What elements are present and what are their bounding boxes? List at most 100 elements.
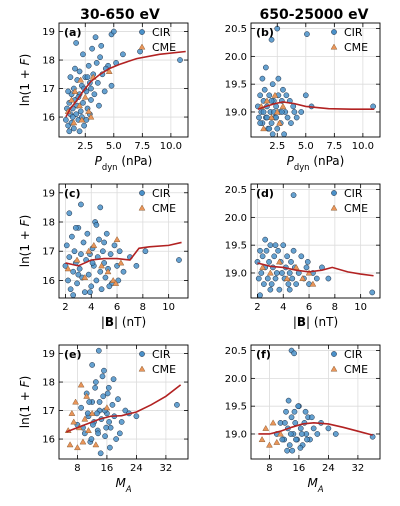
cir-point xyxy=(264,275,271,282)
cir-point xyxy=(255,275,262,282)
y-tick-label: 20.0 xyxy=(225,374,247,385)
x-axis-label: Pdyn (nPa) xyxy=(287,154,345,172)
cme-point xyxy=(283,275,291,281)
cir-point xyxy=(94,410,100,417)
cme-point xyxy=(85,107,93,114)
cir-point xyxy=(302,408,309,415)
x-tick-label: 2 xyxy=(62,302,68,313)
cir-point xyxy=(289,447,296,454)
x-tick-label: 2.5 xyxy=(269,141,285,152)
x-tick-label: 16 xyxy=(293,463,306,474)
cme-point xyxy=(98,262,105,269)
cir-point xyxy=(85,271,92,278)
cir-point xyxy=(308,414,315,421)
cir-point xyxy=(261,86,268,93)
cir-point xyxy=(76,265,83,272)
cme-point xyxy=(262,425,270,431)
cir-point xyxy=(332,431,339,437)
cir-point xyxy=(133,262,140,269)
cir-point xyxy=(102,433,108,440)
cme-point xyxy=(81,415,89,422)
cir-point xyxy=(369,289,376,296)
cme-point xyxy=(66,441,74,448)
cir-point xyxy=(275,75,282,82)
y-tick-label: 19 xyxy=(42,27,55,38)
y-axis-label: ln(1 + F) xyxy=(18,54,32,107)
cir-point xyxy=(287,431,294,437)
cir-point xyxy=(280,86,286,93)
cir-point xyxy=(89,45,95,52)
panel-label: (c) xyxy=(64,187,81,200)
legend-cir-label: CIR xyxy=(344,26,363,39)
legend-cme-marker xyxy=(330,365,338,372)
cir-point xyxy=(279,270,285,276)
cir-point xyxy=(276,286,283,293)
cme-point xyxy=(90,241,98,248)
cir-point xyxy=(106,283,113,290)
cir-point xyxy=(268,281,275,287)
cme-point xyxy=(117,259,125,266)
cir-point xyxy=(116,248,123,255)
cme-point xyxy=(77,381,85,388)
legend-cme-label: CME xyxy=(344,41,368,54)
cir-point xyxy=(273,270,280,276)
cir-point xyxy=(92,34,99,41)
x-tick-label: 10.0 xyxy=(352,141,374,152)
x-tick-label: 6 xyxy=(306,302,312,313)
cir-point xyxy=(111,242,118,249)
data-points xyxy=(62,201,182,298)
cir-point xyxy=(74,280,80,287)
cir-point xyxy=(95,430,101,437)
cme-point xyxy=(81,274,89,280)
data-points xyxy=(258,347,376,454)
y-tick-label: 16 xyxy=(42,113,55,124)
cir-point xyxy=(133,413,140,420)
y-tick-label: 19.0 xyxy=(225,429,247,440)
cme-point xyxy=(277,430,284,437)
plot-frame xyxy=(58,22,189,138)
legend-cir-marker xyxy=(331,190,337,196)
y-tick-label: 19.0 xyxy=(225,268,247,279)
cir-point xyxy=(137,48,143,55)
cir-point xyxy=(257,120,263,126)
legend: CIR CME xyxy=(330,187,368,215)
cir-point xyxy=(75,271,82,278)
y-tick-label: 19.5 xyxy=(225,402,247,413)
cme-point xyxy=(258,436,266,442)
cir-point xyxy=(118,419,125,425)
legend-cir-marker xyxy=(139,351,145,357)
cir-point xyxy=(83,117,90,123)
cir-point xyxy=(259,75,266,82)
cir-point xyxy=(109,402,116,408)
cme-point xyxy=(259,264,266,270)
plot-frame xyxy=(58,183,189,299)
panel-c: 2 4 6 8 10 16 17 18 19 |B| (nT) ln(1 + F) (c) CIR CME xyxy=(18,183,189,329)
cir-point xyxy=(303,264,310,271)
cir-point xyxy=(63,242,70,249)
cme-point xyxy=(83,392,90,399)
x-tick-label: 5.0 xyxy=(298,141,314,152)
x-tick-label: 8 xyxy=(266,463,272,474)
x-axis-label: Pdyn (nPa) xyxy=(95,154,153,172)
cir-point xyxy=(88,283,95,290)
panel-label: (f) xyxy=(256,348,271,361)
cme-point xyxy=(76,102,83,109)
cir-point xyxy=(285,397,292,404)
cme-point xyxy=(276,119,283,126)
cme-point xyxy=(269,419,277,426)
column-title-left: 30-650 eV xyxy=(80,7,160,23)
x-tick-label: 5.0 xyxy=(106,141,122,152)
x-tick-label: 2.5 xyxy=(77,141,93,152)
cir-point xyxy=(298,109,305,115)
cir-point xyxy=(80,99,86,106)
cme-point xyxy=(276,258,283,265)
cir-point xyxy=(101,367,107,374)
cir-point xyxy=(120,51,126,58)
cir-point xyxy=(93,379,99,385)
cir-point xyxy=(257,292,263,298)
cir-point xyxy=(96,102,102,109)
x-tick-label: 16 xyxy=(101,463,114,474)
cir-point xyxy=(106,419,112,425)
x-tick-label: 7.5 xyxy=(326,141,342,152)
cir-point xyxy=(88,436,95,442)
